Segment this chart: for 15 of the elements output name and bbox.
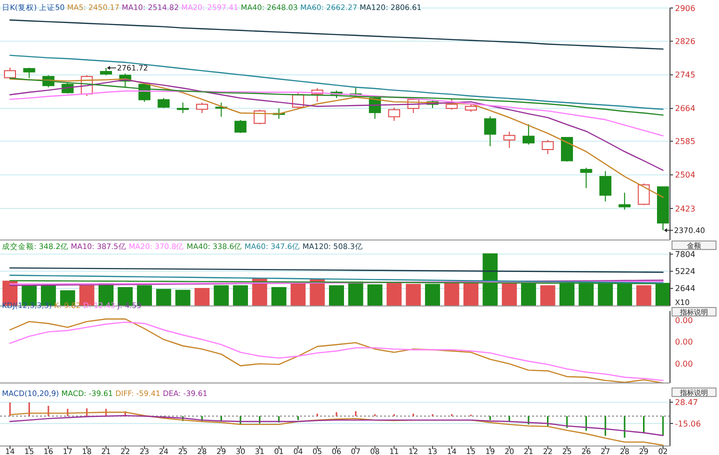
y-tick-label: 2585 xyxy=(675,137,696,146)
y-tick-label: -15.06 xyxy=(675,419,701,428)
y-tick-label: 2826 xyxy=(675,37,696,46)
y-tick-label: 2504 xyxy=(675,170,696,180)
y-tick-label: 2423 xyxy=(675,204,696,214)
text: 0.00 xyxy=(675,359,693,368)
y-tick-label: 7804 xyxy=(675,250,696,259)
y-tick-label: 2906 xyxy=(675,4,696,13)
y-tick-label: 2644 xyxy=(675,284,696,294)
text: 0.00 xyxy=(675,316,693,325)
y-tick-label: 5224 xyxy=(675,267,696,276)
y-tick-label: 28.47 xyxy=(675,398,698,407)
y-tick-label: 2745 xyxy=(675,70,696,80)
text: 0.00 xyxy=(675,338,693,347)
y-tick-label: 2664 xyxy=(675,104,696,114)
